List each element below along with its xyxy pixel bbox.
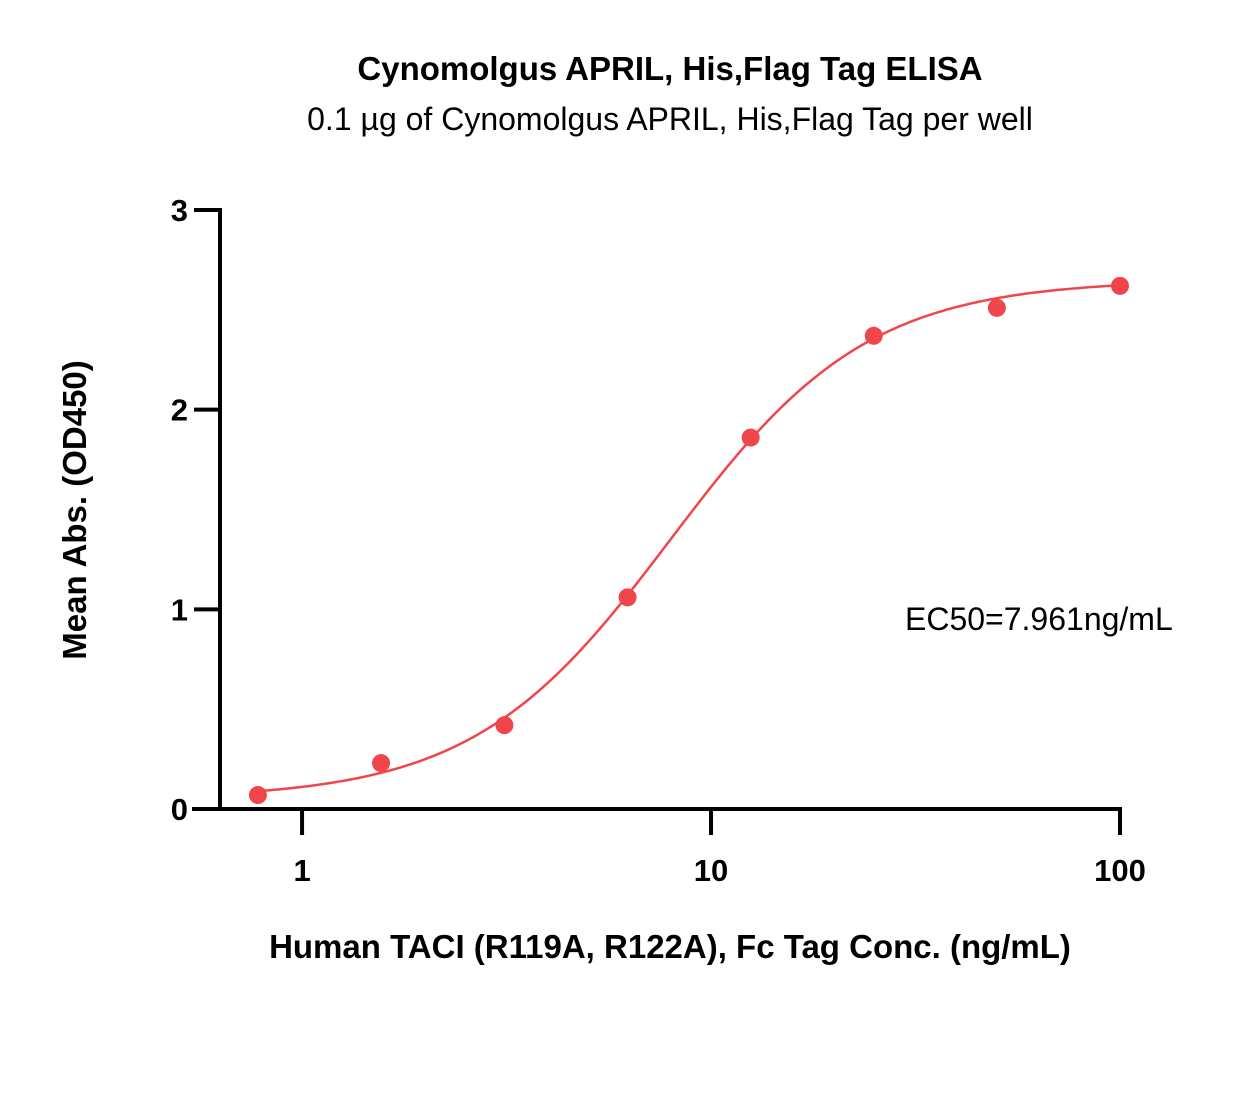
data-point	[618, 588, 637, 607]
data-point	[741, 428, 760, 447]
y-tick-label: 3	[171, 193, 188, 228]
chart-title: Cynomolgus APRIL, His,Flag Tag ELISA	[357, 50, 982, 87]
axes	[192, 208, 1122, 811]
y-axis-label: Mean Abs. (OD450)	[56, 360, 93, 660]
x-tick-label: 1	[293, 853, 310, 888]
data-point	[495, 716, 514, 735]
y-tick-label: 0	[171, 792, 188, 827]
y-tick-label: 1	[171, 592, 188, 627]
data-point	[372, 754, 391, 773]
data-point	[248, 786, 267, 805]
y-tick-label: 2	[171, 393, 188, 428]
ticks: 0 1 2 3 1 10 100	[171, 193, 1146, 888]
x-axis-label: Human TACI (R119A, R122A), Fc Tag Conc. …	[269, 928, 1071, 965]
data-points	[248, 276, 1129, 805]
data-point	[864, 326, 883, 345]
fit-curve	[257, 284, 1121, 793]
chart-subtitle: 0.1 µg of Cynomolgus APRIL, His,Flag Tag…	[307, 101, 1033, 137]
ec50-annotation: EC50=7.961ng/mL	[905, 601, 1173, 637]
data-point	[987, 298, 1006, 317]
x-tick-label: 10	[694, 853, 728, 888]
data-point	[1111, 276, 1129, 295]
x-tick-label: 100	[1094, 853, 1146, 888]
